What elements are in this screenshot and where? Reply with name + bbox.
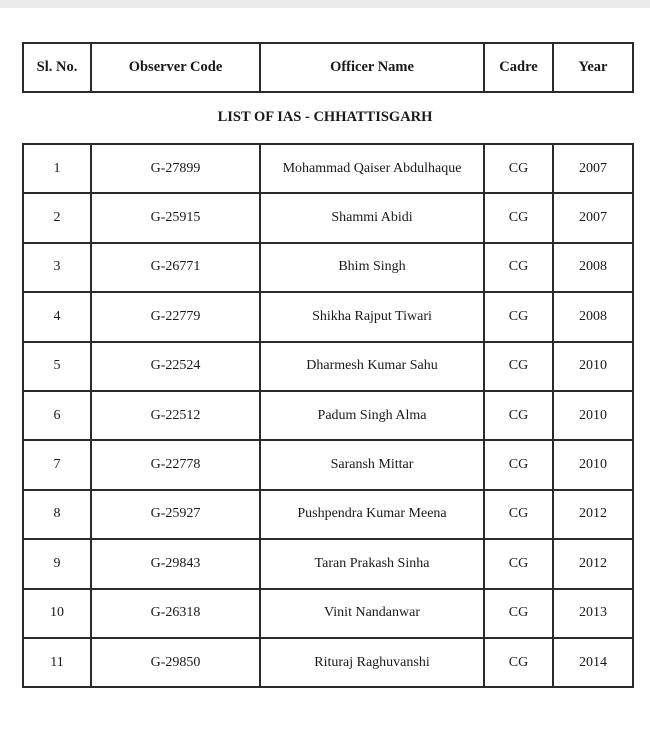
cell-officer-name: Vinit Nandanwar	[259, 587, 485, 639]
table-row: 6 G-22512 Padum Singh Alma CG 2010	[22, 389, 634, 442]
header-sl-no: Sl. No.	[22, 42, 92, 93]
cell-year: 2007	[552, 192, 634, 244]
cell-year: 2010	[552, 340, 634, 392]
cell-observer-code: G-29843	[90, 538, 261, 590]
cell-sl-no: 3	[22, 241, 92, 294]
cell-cadre: CG	[483, 587, 554, 639]
table-row: 3 G-26771 Bhim Singh CG 2008	[22, 241, 634, 294]
cell-officer-name: Bhim Singh	[259, 241, 485, 294]
cell-cadre: CG	[483, 241, 554, 294]
cell-sl-no: 10	[22, 587, 92, 639]
cell-sl-no: 4	[22, 291, 92, 343]
cell-cadre: CG	[483, 538, 554, 590]
header-year: Year	[552, 42, 634, 93]
cell-observer-code: G-25927	[90, 488, 261, 541]
cell-officer-name: Shammi Abidi	[259, 192, 485, 244]
header-cadre: Cadre	[483, 42, 554, 93]
cell-cadre: CG	[483, 389, 554, 442]
cell-observer-code: G-25915	[90, 192, 261, 244]
cell-sl-no: 7	[22, 439, 92, 491]
cell-observer-code: G-22512	[90, 389, 261, 442]
cell-cadre: CG	[483, 439, 554, 491]
table-row: 2 G-25915 Shammi Abidi CG 2007	[22, 192, 634, 244]
cell-year: 2013	[552, 587, 634, 639]
cell-officer-name: Rituraj Raghuvanshi	[259, 636, 485, 689]
cell-observer-code: G-22524	[90, 340, 261, 392]
cell-officer-name: Shikha Rajput Tiwari	[259, 291, 485, 343]
cell-cadre: CG	[483, 340, 554, 392]
cell-officer-name: Dharmesh Kumar Sahu	[259, 340, 485, 392]
top-edge-bar	[0, 0, 650, 8]
cell-observer-code: G-26318	[90, 587, 261, 639]
cell-officer-name: Padum Singh Alma	[259, 389, 485, 442]
cell-officer-name: Taran Prakash Sinha	[259, 538, 485, 590]
cell-year: 2012	[552, 488, 634, 541]
cell-observer-code: G-29850	[90, 636, 261, 689]
cell-sl-no: 9	[22, 538, 92, 590]
cell-sl-no: 6	[22, 389, 92, 442]
cell-observer-code: G-22779	[90, 291, 261, 343]
cell-year: 2008	[552, 291, 634, 343]
officer-table: 1 G-27899 Mohammad Qaiser Abdulhaque CG 2007…	[22, 142, 634, 689]
table-row: 10 G-26318 Vinit Nandanwar CG 2013	[22, 587, 634, 639]
cell-cadre: CG	[483, 291, 554, 343]
cell-observer-code: G-22778	[90, 439, 261, 491]
cell-year: 2014	[552, 636, 634, 689]
table-row: 4 G-22779 Shikha Rajput Tiwari CG 2008	[22, 291, 634, 343]
cell-year: 2012	[552, 538, 634, 590]
cell-year: 2010	[552, 389, 634, 442]
table-row: 8 G-25927 Pushpendra Kumar Meena CG 2012	[22, 488, 634, 541]
table-row: 5 G-22524 Dharmesh Kumar Sahu CG 2010	[22, 340, 634, 392]
cell-cadre: CG	[483, 192, 554, 244]
cell-year: 2008	[552, 241, 634, 294]
header-officer-name: Officer Name	[259, 42, 485, 93]
cell-sl-no: 8	[22, 488, 92, 541]
cell-cadre: CG	[483, 142, 554, 195]
cell-cadre: CG	[483, 488, 554, 541]
cell-sl-no: 2	[22, 192, 92, 244]
header-row: Sl. No. Observer Code Officer Name Cadre…	[22, 42, 634, 93]
cell-year: 2010	[552, 439, 634, 491]
table-row: 1 G-27899 Mohammad Qaiser Abdulhaque CG 2007	[22, 142, 634, 195]
cell-sl-no: 1	[22, 142, 92, 195]
cell-officer-name: Mohammad Qaiser Abdulhaque	[259, 142, 485, 195]
cell-observer-code: G-26771	[90, 241, 261, 294]
table-row: 7 G-22778 Saransh Mittar CG 2010	[22, 439, 634, 491]
cell-sl-no: 5	[22, 340, 92, 392]
table-row: 11 G-29850 Rituraj Raghuvanshi CG 2014	[22, 636, 634, 689]
cell-cadre: CG	[483, 636, 554, 689]
cell-observer-code: G-27899	[90, 142, 261, 195]
cell-sl-no: 11	[22, 636, 92, 689]
cell-year: 2007	[552, 142, 634, 195]
table-row: 9 G-29843 Taran Prakash Sinha CG 2012	[22, 538, 634, 590]
header-table: Sl. No. Observer Code Officer Name Cadre…	[22, 42, 634, 93]
cell-officer-name: Saransh Mittar	[259, 439, 485, 491]
list-title: LIST OF IAS - CHHATTISGARH	[217, 109, 433, 125]
header-observer-code: Observer Code	[90, 42, 261, 93]
cell-officer-name: Pushpendra Kumar Meena	[259, 488, 485, 541]
